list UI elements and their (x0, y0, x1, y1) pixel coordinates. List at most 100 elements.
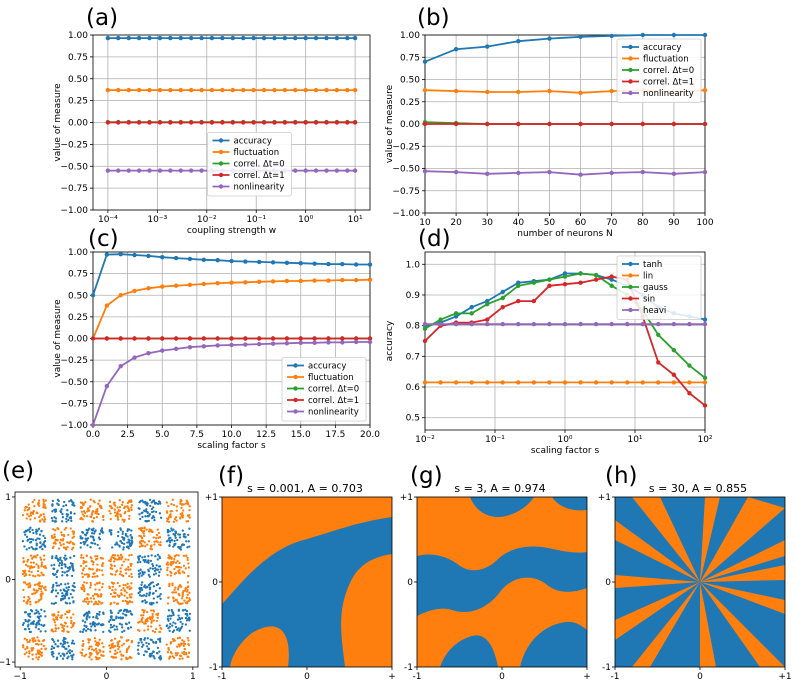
scatter-point (167, 520, 171, 524)
data-point (132, 336, 137, 341)
scatter-point (27, 655, 30, 658)
scatter-point (144, 650, 147, 653)
scatter-point (37, 587, 41, 590)
data-point (257, 279, 262, 285)
scatter-point (129, 544, 133, 547)
scatter-point (62, 504, 65, 508)
data-point (188, 87, 194, 93)
scatter-point (143, 629, 146, 632)
scatter-point (129, 610, 132, 613)
scatter-point (188, 616, 191, 619)
data-point (345, 168, 350, 173)
scatter-point (159, 541, 162, 544)
scatter-point (183, 640, 186, 643)
scatter-point (70, 564, 74, 567)
scatter-point (154, 589, 158, 593)
scatter-point (149, 504, 152, 508)
scatter-point (44, 499, 47, 502)
scatter-point (117, 647, 120, 651)
data-point (485, 298, 490, 304)
scatter-point (178, 602, 181, 606)
scatter-point (158, 570, 161, 574)
scatter-point (144, 545, 147, 548)
scatter-point (187, 655, 190, 659)
scatter-point (21, 572, 25, 576)
scatter-point (113, 595, 116, 598)
scatter-point (130, 553, 133, 557)
scatter-point (26, 565, 29, 568)
scatter-point (55, 584, 59, 587)
data-point (422, 326, 428, 331)
scatter-point (40, 561, 44, 564)
data-point (229, 258, 234, 264)
scatter-point (128, 621, 131, 624)
scatter-point (183, 599, 186, 602)
scatter-point (146, 625, 150, 628)
data-point (160, 348, 165, 353)
x-tick-label: 30 (481, 218, 493, 228)
scatter-point (55, 657, 58, 661)
scatter-point (61, 520, 64, 523)
scatter-point (94, 512, 97, 515)
scatter-point (111, 546, 114, 549)
scatter-point (54, 510, 57, 513)
scatter-point (167, 504, 170, 508)
x-tick-label: 1 (190, 672, 196, 682)
scatter-point (149, 638, 152, 641)
scatter-point (64, 554, 67, 557)
scatter-point (129, 626, 133, 629)
scatter-point (167, 554, 170, 557)
scatter-point (167, 596, 170, 599)
data-point (516, 39, 521, 44)
scatter-point (87, 641, 90, 644)
scatter-point (84, 612, 87, 615)
data-point (326, 336, 331, 341)
scatter-point (99, 506, 103, 509)
scatter-point (143, 527, 146, 530)
scatter-point (171, 498, 174, 501)
scatter-point (37, 527, 41, 530)
scatter-point (110, 581, 114, 584)
scatter-point (179, 654, 182, 657)
scatter-point (112, 656, 115, 659)
data-point (303, 35, 308, 41)
scatter-point (153, 630, 157, 634)
scatter-point (140, 641, 143, 644)
data-point (220, 87, 225, 93)
scatter-point (60, 561, 64, 565)
legend-entry: correl. Δt=0 (234, 160, 285, 170)
scatter-point (167, 609, 171, 612)
scatter-point (72, 532, 75, 536)
scatter-point (181, 570, 184, 573)
y-tick-label: 1.00 (68, 248, 88, 258)
y-axis-label: value of measure (53, 299, 63, 378)
scatter-point (184, 502, 188, 505)
scatter-point (111, 588, 114, 592)
data-point (146, 336, 151, 341)
legend-entry: tanh (643, 260, 662, 270)
scatter-point (41, 543, 44, 546)
scatter-point (117, 595, 121, 598)
scatter-point (149, 544, 153, 547)
scatter-point (110, 564, 113, 567)
y-tick-label: 0.75 (68, 270, 88, 280)
scatter-point (40, 651, 44, 654)
scatter-point (170, 502, 173, 506)
scatter-point (23, 570, 26, 574)
scatter-point (93, 625, 97, 628)
data-point (609, 121, 614, 127)
scatter-point (174, 554, 177, 558)
scatter-point (159, 637, 162, 640)
scatter-point (41, 518, 44, 521)
scatter-point (58, 541, 62, 544)
scatter-point (102, 630, 105, 634)
scatter-point (73, 512, 76, 515)
scatter-point (142, 573, 145, 576)
scatter-point (50, 647, 53, 651)
scatter-point (63, 624, 66, 628)
y-tick-label: −0.25 (60, 140, 88, 150)
scatter-point (61, 574, 64, 577)
scatter-point (36, 553, 39, 557)
scatter-point (61, 645, 64, 648)
